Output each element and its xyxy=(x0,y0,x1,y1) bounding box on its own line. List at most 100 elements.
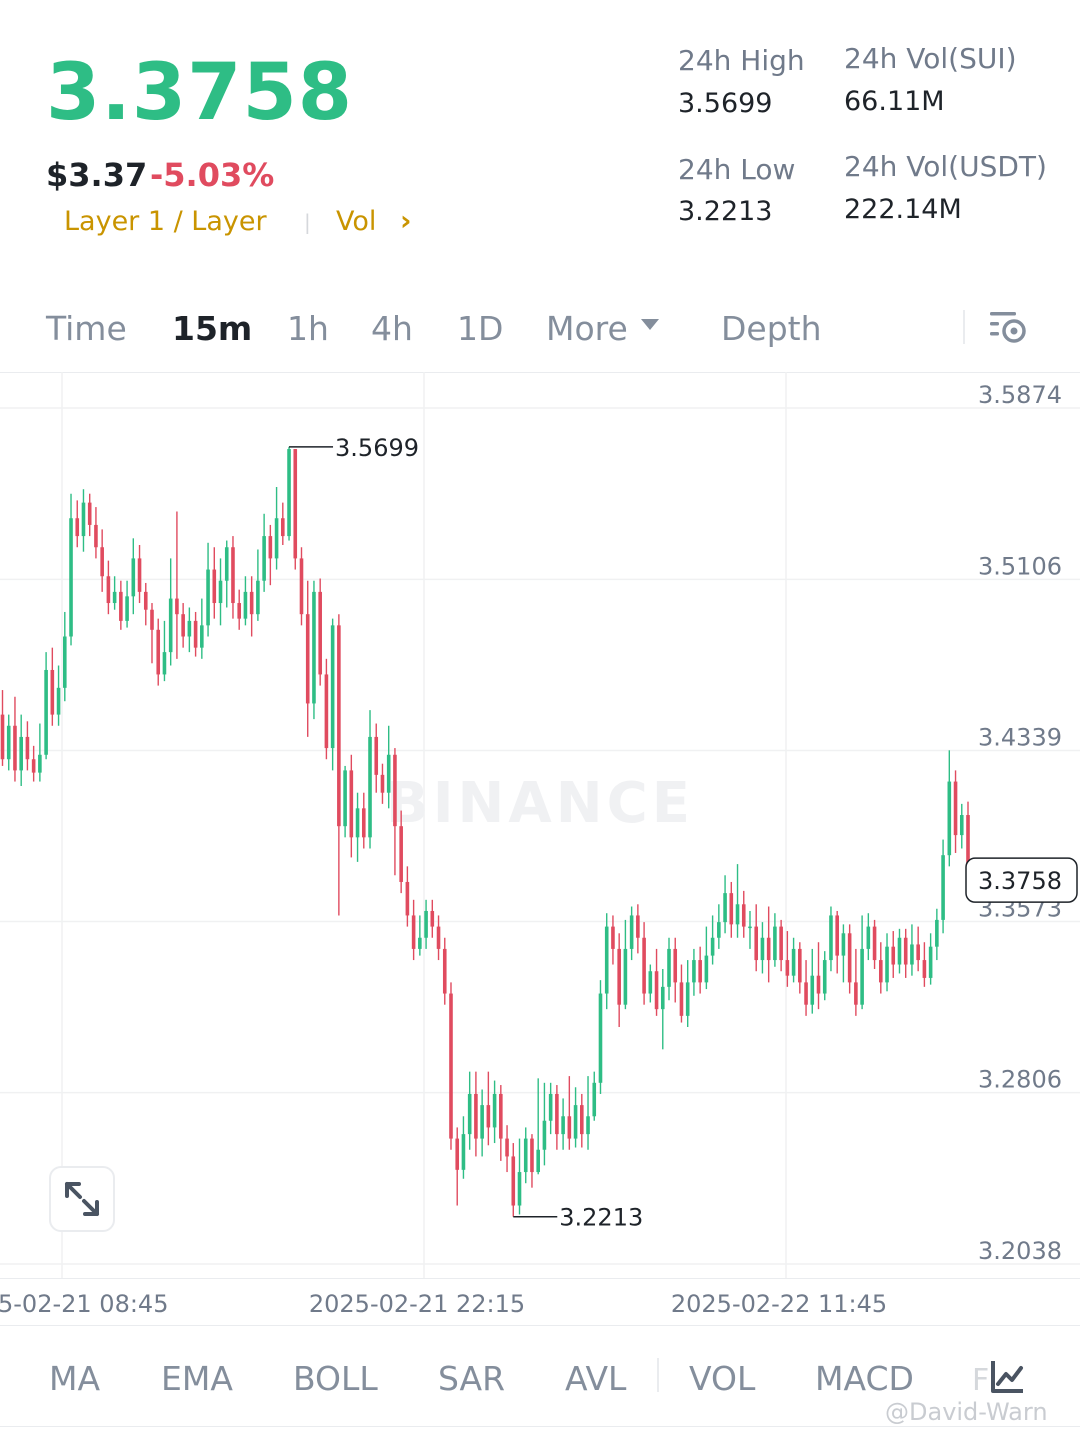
candle xyxy=(455,1127,460,1206)
candle xyxy=(847,924,852,994)
stat-24h-high-label: 24h High xyxy=(678,44,805,77)
author-watermark: @David-Warn xyxy=(885,1398,1048,1426)
candle-body xyxy=(854,982,858,1005)
category-tag-vol[interactable]: Vol xyxy=(336,206,377,237)
candle xyxy=(816,942,821,1010)
candle xyxy=(872,919,877,969)
stat-24h-vol-quote-label: 24h Vol(USDT) xyxy=(844,150,1047,183)
candle xyxy=(287,446,291,541)
tab-15m[interactable]: 15m xyxy=(172,309,253,348)
expand-icon xyxy=(65,1182,99,1216)
candle xyxy=(168,558,173,666)
candle xyxy=(249,576,254,637)
candle-body xyxy=(791,948,796,976)
candle xyxy=(256,549,260,621)
candle xyxy=(69,493,73,646)
indicator-chart-icon[interactable] xyxy=(990,1358,1026,1394)
candle xyxy=(598,980,603,1094)
candle-body xyxy=(380,774,385,793)
candle-body xyxy=(810,975,815,1005)
candle xyxy=(119,580,123,630)
expand-button[interactable] xyxy=(49,1166,115,1232)
price-chart[interactable]: BINANCE 3.5699 3.2213 3.5874 3.5106 3.4339 3… xyxy=(0,372,1080,1326)
candle xyxy=(748,910,752,949)
candle xyxy=(928,933,933,985)
candle-body xyxy=(947,781,952,856)
candle xyxy=(604,913,609,1010)
candle-body xyxy=(218,580,223,604)
candle-body xyxy=(523,1138,528,1173)
candle-body xyxy=(455,1138,460,1170)
indicator-ema[interactable]: EMA xyxy=(161,1359,233,1398)
caret-down-icon[interactable] xyxy=(641,319,659,330)
stat-24h-high-value: 3.5699 xyxy=(678,88,773,119)
y-tick-label: 3.4339 xyxy=(978,724,1062,752)
candle-body xyxy=(654,971,659,1010)
indicator-boll[interactable]: BOLL xyxy=(293,1359,378,1398)
candle-body xyxy=(872,926,877,961)
tab-time[interactable]: Time xyxy=(46,309,127,348)
indicator-partial[interactable]: F xyxy=(972,1363,990,1398)
tab-4h[interactable]: 4h xyxy=(371,309,413,348)
candle-body xyxy=(648,971,653,994)
y-tick-label: 3.2806 xyxy=(978,1066,1062,1094)
candle xyxy=(200,598,204,659)
candle xyxy=(636,904,640,954)
candle xyxy=(586,1076,590,1150)
indicator-vol[interactable]: VOL xyxy=(689,1359,756,1398)
candle xyxy=(723,875,727,934)
candle-body xyxy=(953,781,958,836)
candle xyxy=(953,770,958,853)
tab-depth[interactable]: Depth xyxy=(721,309,822,348)
candle xyxy=(611,915,615,965)
binance-watermark: BINANCE xyxy=(386,771,694,836)
candle xyxy=(486,1071,491,1146)
candle-body xyxy=(330,625,335,749)
candle-body xyxy=(162,652,167,675)
indicator-avl[interactable]: AVL xyxy=(565,1359,627,1398)
tabs-divider xyxy=(963,310,965,344)
candle xyxy=(698,946,702,994)
candle-body xyxy=(361,808,366,838)
candle-body xyxy=(193,620,198,648)
candle-body xyxy=(903,937,908,965)
candle-body xyxy=(741,904,746,927)
candle-body xyxy=(100,547,104,577)
candle xyxy=(399,810,403,894)
candle-body xyxy=(723,893,727,923)
indicator-macd[interactable]: MACD xyxy=(815,1359,914,1398)
indicator-ma[interactable]: MA xyxy=(49,1359,101,1398)
tab-1h[interactable]: 1h xyxy=(287,309,329,348)
candle-body xyxy=(6,725,11,760)
category-tag-layer[interactable]: Layer 1 / Layer xyxy=(64,206,267,237)
candle-body xyxy=(704,955,709,983)
chevron-right-icon[interactable]: › xyxy=(400,204,412,237)
candle-body xyxy=(710,937,715,956)
candle xyxy=(480,1089,484,1157)
x-tick-label: 5-02-21 08:45 xyxy=(0,1290,168,1318)
candle-body xyxy=(87,502,92,525)
y-tick-label: 3.2038 xyxy=(978,1237,1062,1265)
candle xyxy=(106,560,111,615)
candle-body xyxy=(804,982,808,1005)
candle-body xyxy=(449,993,453,1139)
candle xyxy=(841,924,846,983)
candle xyxy=(947,750,952,867)
tab-1d[interactable]: 1D xyxy=(457,309,504,348)
candle xyxy=(75,500,80,548)
candle xyxy=(660,968,665,1050)
candle-body xyxy=(486,1105,491,1128)
tab-more[interactable]: More xyxy=(546,309,628,348)
indicator-sar[interactable]: SAR xyxy=(438,1359,506,1398)
candle-body xyxy=(829,915,833,961)
chart-settings-icon[interactable] xyxy=(988,310,1028,346)
candle xyxy=(81,489,86,552)
candle xyxy=(19,714,23,787)
candle xyxy=(536,1078,540,1175)
candle-body xyxy=(200,625,204,648)
candle-body xyxy=(505,1138,509,1157)
candle-body xyxy=(156,629,161,675)
candle-body xyxy=(816,975,821,994)
candle-body xyxy=(580,1105,584,1135)
candle-body xyxy=(773,926,777,961)
